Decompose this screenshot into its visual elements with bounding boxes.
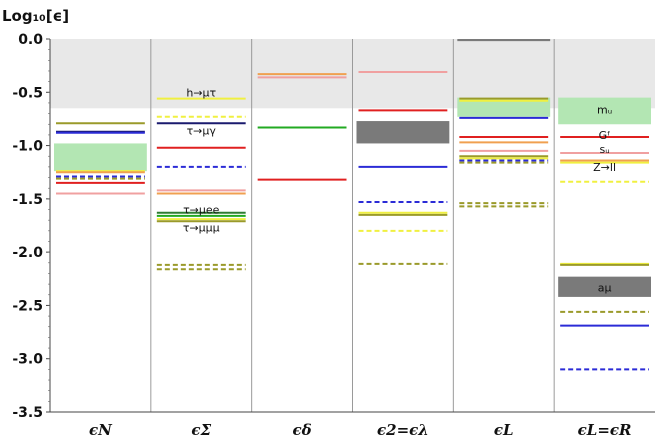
regions-layer	[54, 39, 651, 297]
category-label-4: ϵL	[494, 421, 514, 439]
region-4	[558, 97, 651, 125]
annotation-2: τ→μee	[183, 204, 220, 217]
y-tick-label-3: -1.5	[12, 192, 43, 208]
y-axis-label: Log₁₀[ϵ]	[2, 7, 69, 25]
y-tick-label-5: -2.5	[12, 298, 43, 314]
y-tick-label-2: -1.0	[12, 139, 43, 155]
bounds-layer	[56, 71, 649, 371]
annotation-3: τ→μμμ	[183, 222, 220, 235]
y-tick-label-6: -3.0	[12, 352, 43, 368]
y-tick-label-4: -2.0	[12, 245, 43, 261]
category-label-5: ϵL=ϵR	[578, 421, 632, 439]
annotation-5: Gᶠ	[599, 129, 611, 142]
annotation-7: Z→ll	[593, 161, 616, 174]
category-label-1: ϵΣ	[191, 421, 211, 439]
category-label-2: ϵδ	[293, 421, 312, 439]
annotation-8: aμ	[598, 281, 612, 294]
region-1	[356, 121, 450, 144]
category-label-0: ϵN	[89, 421, 113, 439]
annotation-6: sᵤ	[599, 143, 609, 156]
region-3	[457, 39, 551, 42]
annotation-4: mᵤ	[597, 103, 612, 116]
category-label-3: ϵ2=ϵλ	[377, 421, 429, 439]
region-5	[558, 276, 651, 297]
annotation-1: τ→μγ	[187, 125, 217, 138]
region-2	[457, 97, 551, 117]
axes-layer: 0.0 -0.5 -1.0 -1.5 -2.0 -2.5 -3.0 -3.5 ϵN ϵΣ ϵδ ϵ2=…	[12, 32, 655, 439]
annotation-0: h→μτ	[186, 86, 216, 99]
y-tick-label-1: -0.5	[12, 85, 43, 101]
region-0	[54, 143, 147, 172]
y-tick-label-0: 0.0	[18, 32, 43, 48]
y-tick-label-7: -3.5	[12, 405, 43, 421]
